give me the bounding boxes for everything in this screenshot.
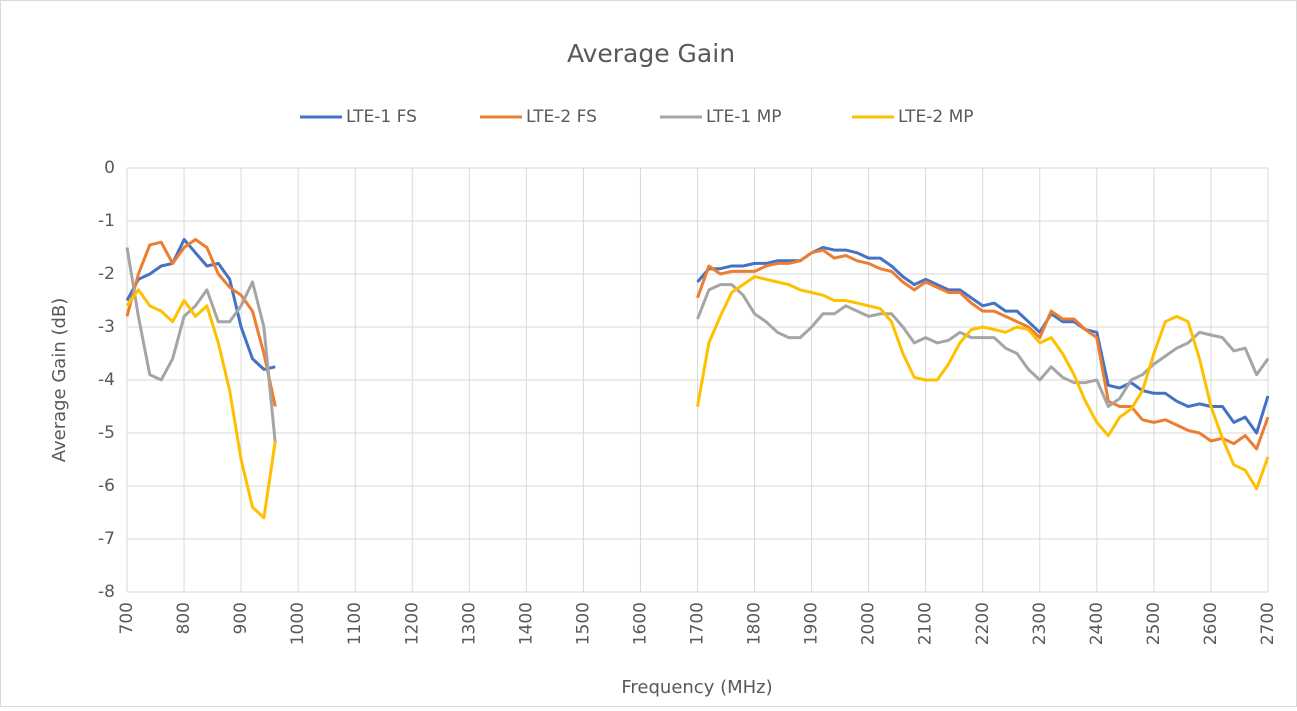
y-tick-label: 0 (104, 158, 115, 178)
x-tick-label: 900 (231, 602, 251, 634)
x-tick-label: 2300 (1030, 602, 1050, 645)
series-line (125, 238, 1270, 451)
y-tick-label: -8 (98, 582, 115, 602)
x-tick-label: 800 (174, 602, 194, 634)
legend-label: LTE-1 FS (346, 107, 417, 127)
x-tick-label: 1400 (516, 602, 536, 645)
y-tick-label: -2 (98, 264, 115, 284)
y-axis-title: Average Gain (dB) (49, 298, 70, 463)
legend-label: LTE-1 MP (706, 107, 782, 127)
y-tick-label: -1 (98, 211, 115, 231)
y-tick-label: -3 (98, 317, 115, 337)
x-tick-label: 1500 (573, 602, 593, 645)
x-tick-label: 700 (117, 602, 137, 634)
y-tick-label: -5 (98, 423, 115, 443)
x-tick-label: 1600 (630, 602, 650, 645)
x-tick-label: 2100 (916, 602, 936, 645)
x-tick-label: 1000 (288, 602, 308, 645)
x-axis-title: Frequency (MHz) (621, 677, 772, 698)
x-tick-label: 2400 (1087, 602, 1107, 645)
x-tick-label: 1900 (802, 602, 822, 645)
x-tick-label: 1800 (745, 602, 765, 645)
chart-title: Average Gain (567, 39, 735, 68)
legend-label: LTE-2 FS (526, 107, 597, 127)
x-tick-label: 2000 (859, 602, 879, 645)
x-tick-label: 2700 (1258, 602, 1278, 645)
x-tick-label: 1200 (402, 602, 422, 645)
series-line (125, 238, 1270, 435)
series-line (125, 275, 1270, 520)
y-tick-label: -4 (98, 370, 115, 390)
x-tick-label: 2600 (1201, 602, 1221, 645)
x-tick-label: 1300 (459, 602, 479, 645)
x-tick-label: 1700 (688, 602, 708, 645)
y-tick-label: -6 (98, 476, 115, 496)
x-tick-label: 2500 (1144, 602, 1164, 645)
legend-label: LTE-2 MP (898, 107, 974, 127)
y-tick-label: -7 (98, 529, 115, 549)
series-line (125, 247, 1270, 444)
x-tick-label: 2200 (973, 602, 993, 645)
x-tick-label: 1100 (345, 602, 365, 645)
